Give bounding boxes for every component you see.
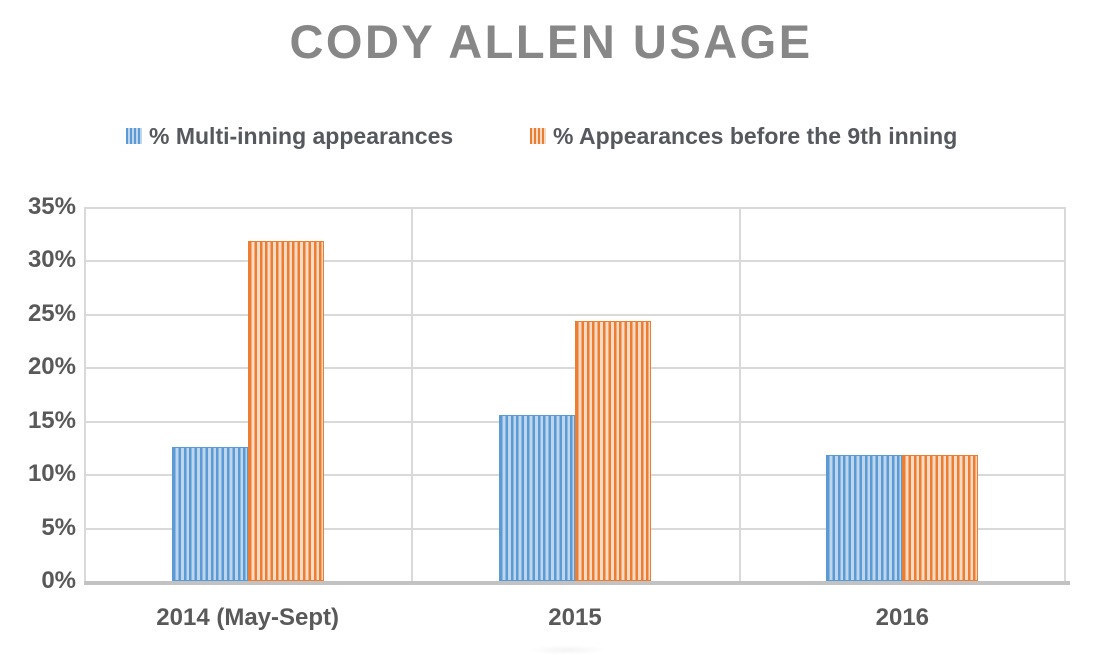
gridline-vertical [411, 207, 414, 581]
bar-appearances-before-the-9th-inning-2015 [575, 321, 651, 581]
legend-label: % Multi-inning appearances [149, 122, 454, 149]
legend-item-before-9th: % Appearances before the 9th inning [530, 121, 957, 151]
y-tick-label: 5% [41, 513, 76, 541]
y-tick-label: 30% [27, 246, 76, 274]
y-tick-label: 10% [27, 460, 76, 488]
y-tick-label: 0% [41, 567, 76, 594]
legend-item-multi-inning: % Multi-inning appearances [126, 121, 453, 151]
plot-area [84, 207, 1066, 581]
legend-swatch-blue-stripes-icon [126, 128, 142, 144]
x-category-label: 2016 [875, 604, 930, 631]
bar-multi-inning-appearances-2014-may-sept [171, 447, 248, 581]
chart-title: CODY ALLEN USAGE [289, 15, 813, 68]
bar-multi-inning-appearances-2015 [499, 415, 575, 581]
y-tick-label: 35% [27, 193, 76, 220]
gridline-horizontal [84, 207, 1066, 209]
bar-appearances-before-the-9th-inning-2014-may-sept [247, 241, 324, 581]
gridline-vertical [738, 207, 741, 581]
x-axis-line [84, 581, 1070, 585]
legend-swatch-orange-stripes-icon [530, 128, 546, 144]
y-tick-label: 25% [27, 299, 76, 327]
legend-label: % Appearances before the 9th inning [553, 122, 958, 149]
gridline-vertical [1064, 207, 1066, 581]
cropped-edge-artifact [528, 645, 606, 655]
x-category-label: 2015 [548, 604, 602, 631]
bar-multi-inning-appearances-2016 [826, 454, 903, 581]
bar-appearances-before-the-9th-inning-2016 [902, 454, 979, 581]
gridline-vertical [84, 207, 86, 581]
y-tick-label: 15% [27, 406, 76, 434]
x-category-label: 2014 (May-Sept) [156, 604, 340, 631]
gridline-horizontal [84, 313, 1066, 316]
gridline-horizontal [84, 260, 1066, 263]
y-tick-label: 20% [27, 353, 76, 381]
